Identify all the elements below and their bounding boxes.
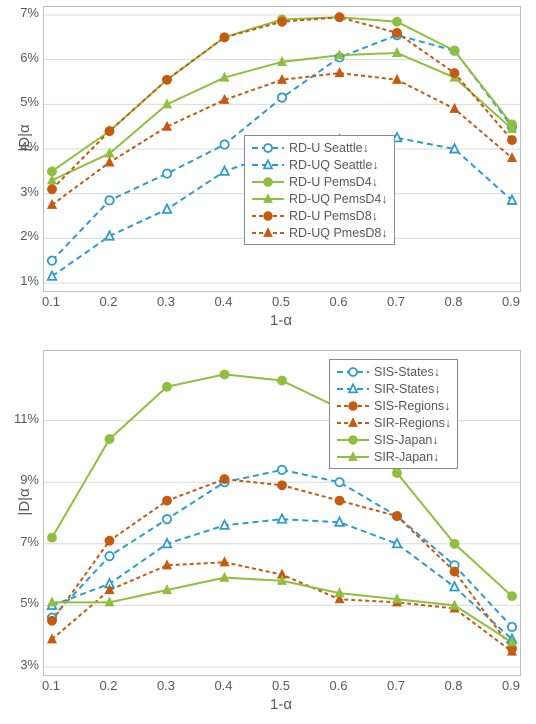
legend-label: SIS-Japan↓	[374, 433, 439, 447]
legend-item: SIS-Japan↓	[336, 431, 451, 448]
legend-label: RD-UQ Seattle↓	[289, 158, 379, 172]
xtick: 0.3	[152, 294, 180, 309]
legend-swatch	[251, 209, 285, 223]
legend-item: SIR-Regions↓	[336, 414, 451, 431]
chart1-legend: RD-U Seattle↓ RD-UQ Seattle↓ RD-U PemsD4↓ R…	[244, 135, 395, 245]
legend-swatch	[336, 399, 370, 413]
legend-swatch	[336, 416, 370, 430]
legend-label: RD-U PemsD8↓	[289, 209, 378, 223]
ytick: 6%	[11, 50, 39, 65]
xtick: 0.1	[37, 678, 65, 693]
ytick: 3%	[11, 657, 39, 672]
ytick: 1%	[11, 273, 39, 288]
legend-label: SIR-States↓	[374, 382, 441, 396]
xtick: 0.4	[210, 678, 238, 693]
xtick: 0.2	[95, 678, 123, 693]
xtick: 0.1	[37, 294, 65, 309]
legend-swatch	[251, 175, 285, 189]
xtick: 0.7	[382, 294, 410, 309]
xtick: 0.7	[382, 678, 410, 693]
chart1-ylabel: |D|α	[16, 108, 33, 168]
ytick: 2%	[11, 228, 39, 243]
xtick: 0.6	[325, 294, 353, 309]
legend-item: SIR-Japan↓	[336, 448, 451, 465]
chart2-legend: SIS-States↓ SIR-States↓ SIS-Regions↓ SIR-Re…	[329, 359, 458, 469]
legend-swatch	[336, 382, 370, 396]
chart2-ylabel: |D|α	[16, 472, 33, 532]
xtick: 0.9	[497, 678, 525, 693]
legend-swatch	[251, 158, 285, 172]
legend-label: SIR-Japan↓	[374, 450, 439, 464]
chart2: SIS-States↓ SIR-States↓ SIS-Regions↓ SIR-Re…	[43, 350, 521, 676]
page: 1%2%3%4%5%6%7% 0.10.20.30.40.50.60.70.80…	[0, 0, 536, 724]
chart2-xlabel: 1-α	[251, 696, 311, 713]
legend-label: SIR-Regions↓	[374, 416, 451, 430]
xtick: 0.4	[210, 294, 238, 309]
chart1-xlabel: 1-α	[251, 312, 311, 329]
legend-item: SIR-States↓	[336, 380, 451, 397]
legend-swatch	[251, 226, 285, 240]
ytick: 7%	[11, 534, 39, 549]
xtick: 0.8	[440, 678, 468, 693]
xtick: 0.5	[267, 678, 295, 693]
legend-swatch	[336, 365, 370, 379]
legend-label: SIS-States↓	[374, 365, 440, 379]
ytick: 3%	[11, 184, 39, 199]
legend-item: RD-UQ Seattle↓	[251, 156, 388, 173]
legend-label: RD-U PemsD4↓	[289, 175, 378, 189]
xtick: 0.3	[152, 678, 180, 693]
legend-label: SIS-Regions↓	[374, 399, 450, 413]
legend-swatch	[251, 141, 285, 155]
legend-item: RD-U Seattle↓	[251, 139, 388, 156]
legend-swatch	[336, 450, 370, 464]
legend-item: SIS-States↓	[336, 363, 451, 380]
xtick: 0.5	[267, 294, 295, 309]
ytick: 5%	[11, 595, 39, 610]
legend-label: RD-UQ PemsD4↓	[289, 192, 388, 206]
legend-label: RD-UQ PmesD8↓	[289, 226, 388, 240]
legend-item: RD-U PemsD8↓	[251, 207, 388, 224]
legend-item: RD-UQ PmesD8↓	[251, 224, 388, 241]
xtick: 0.2	[95, 294, 123, 309]
xtick: 0.8	[440, 294, 468, 309]
legend-swatch	[336, 433, 370, 447]
ytick: 11%	[11, 411, 39, 426]
legend-label: RD-U Seattle↓	[289, 141, 369, 155]
chart1: RD-U Seattle↓ RD-UQ Seattle↓ RD-U PemsD4↓ R…	[43, 6, 521, 292]
xtick: 0.6	[325, 678, 353, 693]
legend-item: RD-U PemsD4↓	[251, 173, 388, 190]
legend-swatch	[251, 192, 285, 206]
ytick: 7%	[11, 5, 39, 20]
legend-item: SIS-Regions↓	[336, 397, 451, 414]
legend-item: RD-UQ PemsD4↓	[251, 190, 388, 207]
xtick: 0.9	[497, 294, 525, 309]
